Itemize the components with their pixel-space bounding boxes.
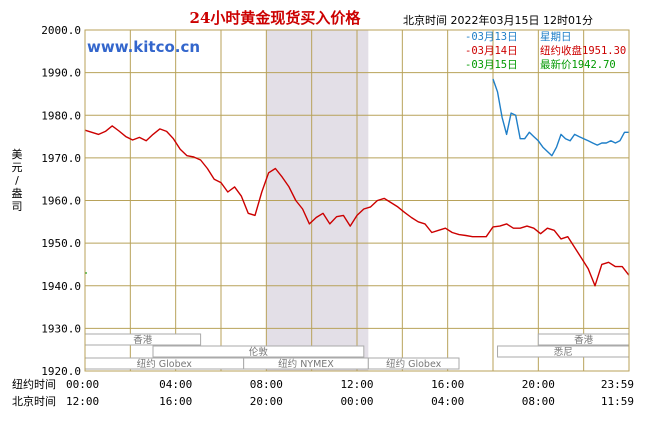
x-axis-ticks: 00:00 04:00 08:00 12:00 16:00 20:00 23:59 12:00… (66, 378, 634, 408)
session-label: 纽约 Globex (137, 358, 193, 370)
grid (85, 30, 629, 371)
legend-item: -03月15日 最新价1942.70 (465, 58, 616, 71)
plot-frame (84, 29, 630, 372)
beijing-tick-label: 00:00 (340, 395, 373, 408)
y-tick-label: 1960.0 (41, 195, 81, 208)
kitco-url-link[interactable]: www.kitco.cn (87, 38, 200, 56)
session-bar (152, 345, 365, 358)
y-axis-label-char: 司 (12, 200, 23, 213)
beijing-tick-label: 08:00 (522, 395, 555, 408)
y-tick-label: 2000.0 (41, 24, 81, 37)
y-tick-label: 1990.0 (41, 67, 81, 80)
session-label: 伦敦 (249, 346, 269, 358)
y-tick-label: 1970.0 (41, 152, 81, 165)
y-axis-ticks: 1920.0 1930.0 1940.0 1950.0 1960.0 1970.0 1980… (41, 24, 81, 378)
y-axis-label-char: 元 (12, 161, 23, 174)
beijing-tick-label: 04:00 (431, 395, 464, 408)
y-axis-label-char: 盎 (12, 186, 23, 200)
chart-title: 24小时黄金现货买入价格 (190, 9, 362, 27)
y-axis-label-char: 美 (12, 148, 23, 161)
y-tick-label: 1950.0 (41, 237, 81, 250)
ny-tick-label: 23:59 (601, 378, 634, 391)
ny-time-row-label: 纽约时间 (12, 377, 56, 391)
y-axis-label-char: / (15, 174, 19, 187)
session-label: 香港 (133, 334, 153, 346)
y-tick-label: 1980.0 (41, 109, 81, 122)
beijing-tick-label: 11:59 (601, 395, 634, 408)
session-label: 香港 (574, 334, 594, 346)
y-axis-label: 美元/盎司 (12, 148, 23, 213)
series-line (84, 125, 630, 287)
y-tick-label: 1920.0 (41, 365, 81, 378)
ny-tick-label: 16:00 (431, 378, 464, 391)
ny-tick-label: 08:00 (250, 378, 283, 391)
session-label: 悉尼 (554, 346, 573, 358)
beijing-tick-label: 16:00 (159, 395, 192, 408)
session-bar (367, 357, 460, 370)
ny-tick-label: 04:00 (159, 378, 192, 391)
session-label: 纽约 Globex (386, 358, 442, 370)
legend: -03月13日 星期日-03月14日 纽约收盘1951.30-03月15日 最新价19… (465, 31, 626, 71)
y-tick-label: 1940.0 (41, 280, 81, 293)
session-label: 纽约 NYMEX (278, 358, 334, 370)
legend-item: -03月14日 纽约收盘1951.30 (465, 44, 626, 57)
ny-tick-label: 12:00 (340, 378, 373, 391)
beijing-tick-label: 20:00 (250, 395, 283, 408)
beijing-time-row-label: 北京时间 (12, 394, 56, 408)
series-line (492, 78, 629, 157)
header-time: 北京时间 2022年03月15日 12时01分 (403, 13, 593, 27)
ny-tick-label: 20:00 (522, 378, 555, 391)
legend-item: -03月13日 星期日 (465, 31, 572, 43)
y-tick-label: 1930.0 (41, 322, 81, 335)
beijing-tick-label: 12:00 (66, 395, 99, 408)
ny-tick-label: 00:00 (66, 378, 99, 391)
